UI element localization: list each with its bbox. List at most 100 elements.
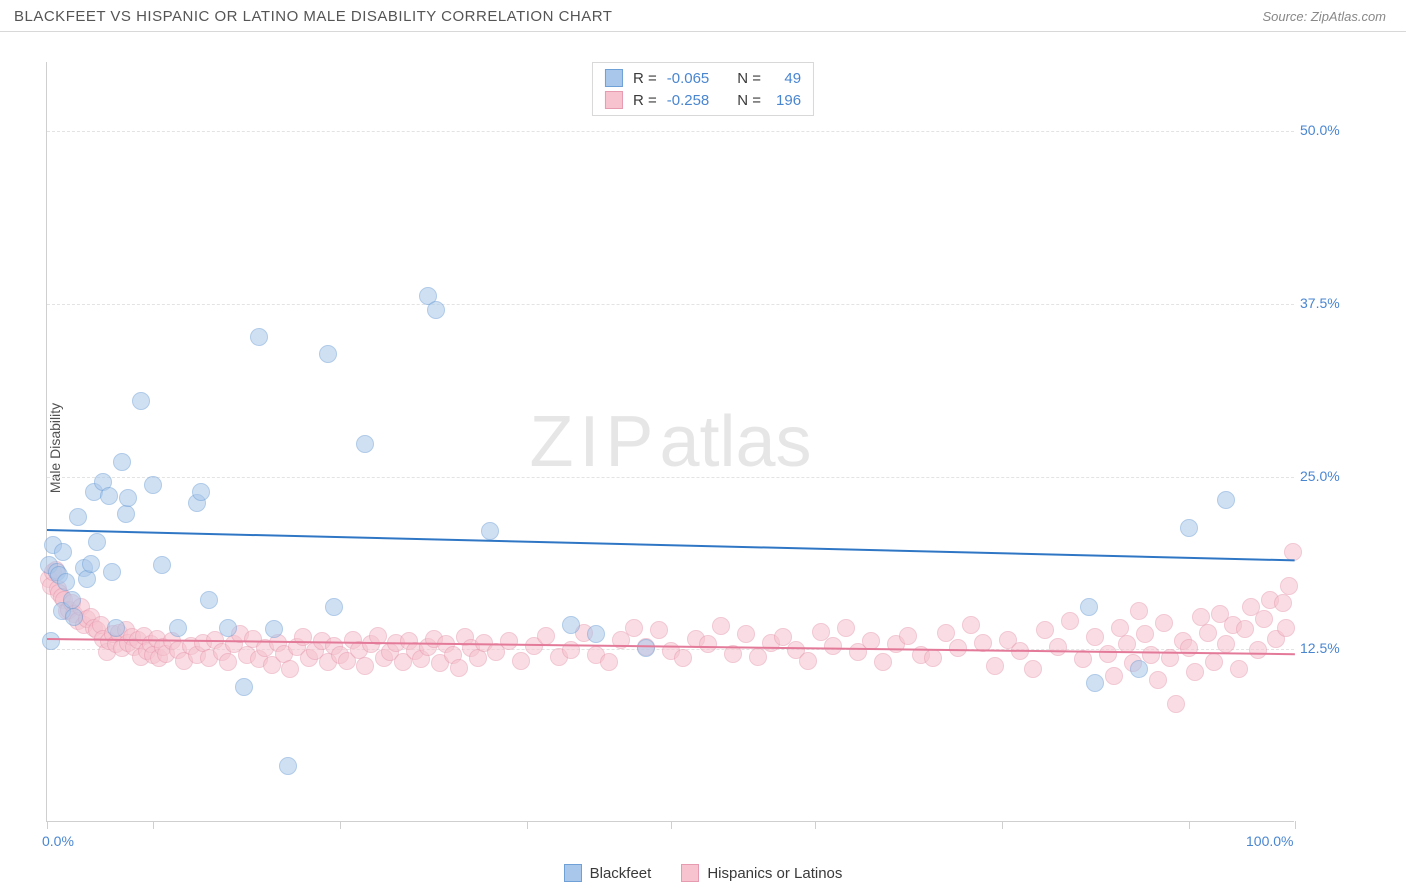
r-value-blackfeet: -0.065 — [667, 70, 710, 87]
y-tick-label: 12.5% — [1300, 640, 1340, 656]
data-point — [1130, 602, 1148, 620]
data-point — [650, 621, 668, 639]
data-point — [42, 632, 60, 650]
data-point — [65, 608, 83, 626]
swatch-hispanic-icon — [681, 864, 699, 882]
data-point — [1167, 695, 1185, 713]
data-point — [712, 617, 730, 635]
legend-label-hispanic: Hispanics or Latinos — [707, 865, 842, 882]
header-bar: BLACKFEET VS HISPANIC OR LATINO MALE DIS… — [0, 0, 1406, 32]
data-point — [107, 619, 125, 637]
data-point — [219, 653, 237, 671]
gridline — [47, 304, 1294, 305]
data-point — [63, 591, 81, 609]
x-tick — [527, 821, 528, 829]
data-point — [69, 508, 87, 526]
data-point — [637, 639, 655, 657]
x-tick-label: 0.0% — [42, 833, 74, 849]
data-point — [1105, 667, 1123, 685]
data-point — [113, 453, 131, 471]
chart-title: BLACKFEET VS HISPANIC OR LATINO MALE DIS… — [14, 8, 612, 25]
data-point — [837, 619, 855, 637]
data-point — [103, 563, 121, 581]
chart-container: Male Disability ZIPatlas R = -0.065 N = … — [0, 38, 1406, 858]
correlation-legend: R = -0.065 N = 49 R = -0.258 N = 196 — [592, 62, 814, 116]
plot-area: ZIPatlas — [46, 62, 1294, 822]
data-point — [500, 632, 518, 650]
data-point — [169, 619, 187, 637]
n-value-blackfeet: 49 — [771, 70, 801, 87]
watermark-text: ZIPatlas — [529, 401, 811, 483]
swatch-blackfeet-icon — [564, 864, 582, 882]
n-value-hispanic: 196 — [771, 92, 801, 109]
data-point — [1136, 625, 1154, 643]
data-point — [824, 637, 842, 655]
data-point — [1199, 624, 1217, 642]
x-tick — [153, 821, 154, 829]
x-tick — [671, 821, 672, 829]
data-point — [57, 573, 75, 591]
data-point — [82, 555, 100, 573]
data-point — [325, 598, 343, 616]
data-point — [1217, 491, 1235, 509]
swatch-hispanic — [605, 91, 623, 109]
gridline — [47, 477, 1294, 478]
watermark-atlas: atlas — [659, 402, 811, 482]
legend-item-hispanic: Hispanics or Latinos — [681, 864, 842, 882]
data-point — [1061, 612, 1079, 630]
data-point — [279, 757, 297, 775]
data-point — [899, 627, 917, 645]
data-point — [1277, 619, 1295, 637]
data-point — [537, 627, 555, 645]
data-point — [1086, 674, 1104, 692]
data-point — [749, 648, 767, 666]
x-tick — [340, 821, 341, 829]
y-tick-label: 37.5% — [1300, 295, 1340, 311]
data-point — [450, 659, 468, 677]
data-point — [144, 476, 162, 494]
data-point — [100, 487, 118, 505]
data-point — [512, 652, 530, 670]
r-value-hispanic: -0.258 — [667, 92, 710, 109]
legend-item-blackfeet: Blackfeet — [564, 864, 652, 882]
data-point — [192, 483, 210, 501]
r-label: R = — [633, 70, 657, 87]
source-attribution: Source: ZipAtlas.com — [1262, 9, 1386, 24]
data-point — [78, 570, 96, 588]
data-point — [674, 649, 692, 667]
data-point — [962, 616, 980, 634]
data-point — [1180, 639, 1198, 657]
data-point — [1280, 577, 1298, 595]
data-point — [986, 657, 1004, 675]
data-point — [119, 489, 137, 507]
data-point — [874, 653, 892, 671]
data-point — [562, 616, 580, 634]
data-point — [799, 652, 817, 670]
data-point — [1049, 638, 1067, 656]
data-point — [699, 635, 717, 653]
x-tick — [815, 821, 816, 829]
data-point — [1186, 663, 1204, 681]
x-tick-label: 100.0% — [1246, 833, 1293, 849]
data-point — [1192, 608, 1210, 626]
watermark-zip: ZIP — [529, 402, 659, 482]
x-tick — [1189, 821, 1190, 829]
data-point — [356, 435, 374, 453]
data-point — [1217, 635, 1235, 653]
data-point — [1255, 610, 1273, 628]
data-point — [937, 624, 955, 642]
x-tick — [47, 821, 48, 829]
data-point — [356, 657, 374, 675]
data-point — [1155, 614, 1173, 632]
legend-row-blackfeet: R = -0.065 N = 49 — [605, 67, 801, 89]
trend-line — [47, 529, 1295, 561]
data-point — [153, 556, 171, 574]
y-tick-label: 50.0% — [1300, 122, 1340, 138]
data-point — [1099, 645, 1117, 663]
data-point — [54, 543, 72, 561]
series-legend: Blackfeet Hispanics or Latinos — [0, 864, 1406, 882]
data-point — [481, 522, 499, 540]
data-point — [200, 591, 218, 609]
data-point — [1024, 660, 1042, 678]
n-label: N = — [737, 70, 761, 87]
